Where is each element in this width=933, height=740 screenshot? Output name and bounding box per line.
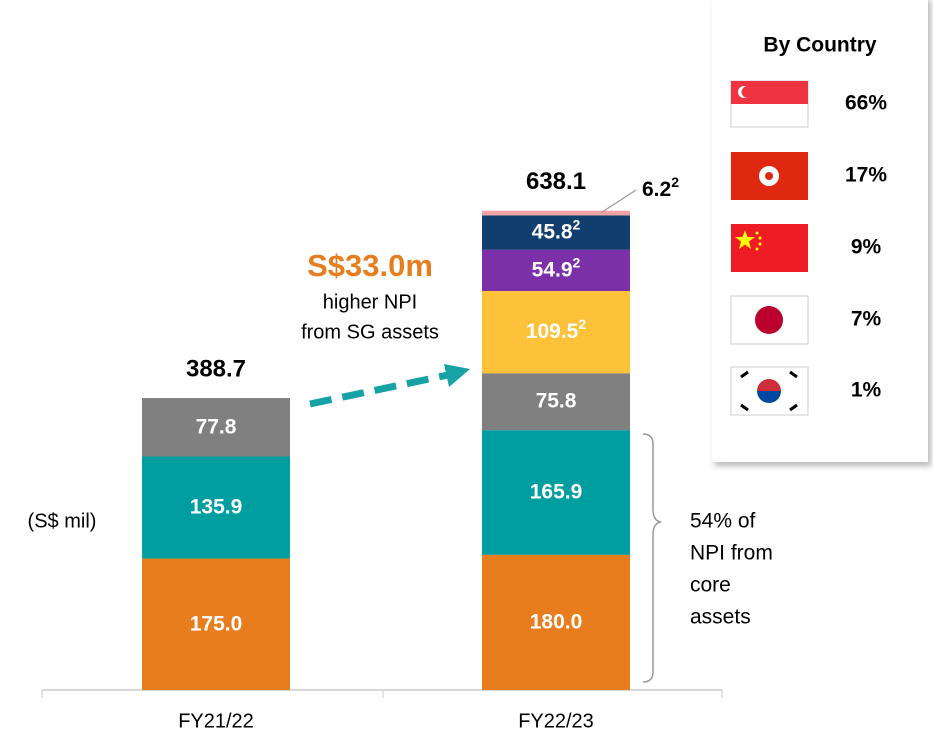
total-label: 388.7 [186, 355, 246, 382]
brace-note: core [690, 574, 731, 597]
data-label-value: 165.9 [530, 480, 583, 503]
data-label-value: 75.8 [536, 389, 577, 412]
data-label-value: 6.2 [642, 178, 671, 201]
bar-segment [482, 249, 630, 292]
legend-value: 66% [845, 92, 887, 115]
data-label-value: 135.9 [190, 495, 243, 518]
x-tick-label: FY21/22 [178, 710, 254, 732]
flag-kr [730, 366, 809, 416]
data-label: 165.9 [530, 480, 583, 503]
unit-label: (S$ mil) [28, 510, 97, 532]
data-label: 135.9 [190, 495, 243, 518]
data-label: 175.0 [190, 612, 243, 635]
bar-segment [482, 430, 630, 555]
bar-segment [482, 554, 630, 690]
data-label-value: 175.0 [190, 612, 243, 635]
total-label: 638.1 [526, 168, 586, 195]
bar-segment [142, 558, 290, 690]
footnote-marker: 2 [573, 216, 581, 232]
flag-hk [731, 152, 808, 200]
bar-segment [142, 398, 290, 457]
arrow-shaft [309, 371, 449, 408]
bar-segment [482, 373, 630, 431]
bar-segment [482, 291, 630, 374]
data-label-value: 180.0 [530, 610, 583, 633]
data-label: 109.52 [526, 316, 587, 343]
data-label: 6.22 [642, 174, 679, 201]
annotation-line: higher NPI [323, 291, 418, 313]
brace-note: 54% of [690, 510, 756, 533]
data-label: 45.82 [532, 216, 581, 243]
data-label: 54.92 [532, 254, 581, 281]
brace-note: NPI from [690, 542, 773, 565]
data-label-value: 77.8 [196, 415, 237, 438]
leader-line [600, 189, 637, 214]
footnote-marker: 2 [578, 316, 586, 332]
data-label: 77.8 [196, 415, 237, 438]
data-label-value: 45.8 [532, 220, 573, 243]
bar-segment [482, 210, 630, 216]
legend-value: 1% [851, 379, 882, 402]
footnote-marker: 2 [573, 254, 581, 270]
legend-title: By Country [763, 34, 876, 57]
flag-jp [730, 295, 809, 345]
arrow-head [444, 364, 470, 387]
legend-value: 17% [845, 164, 887, 187]
bar-segment [142, 456, 290, 559]
flag-cn [731, 224, 808, 272]
x-tick-label: FY22/23 [518, 710, 594, 732]
brace [642, 433, 662, 683]
legend-value: 7% [851, 308, 882, 331]
brace-note: assets [690, 606, 751, 629]
data-label: 75.8 [536, 389, 577, 412]
legend-value: 9% [851, 236, 882, 259]
annotation-headline: S$33.0m [307, 248, 433, 283]
flag-sg [730, 80, 809, 128]
data-label-value: 54.9 [532, 258, 573, 281]
footnote-marker: 2 [671, 174, 679, 190]
data-label-value: 109.5 [526, 320, 579, 343]
annotation-line: from SG assets [301, 321, 439, 343]
bar-segment [482, 215, 630, 250]
data-label: 180.0 [530, 610, 583, 633]
